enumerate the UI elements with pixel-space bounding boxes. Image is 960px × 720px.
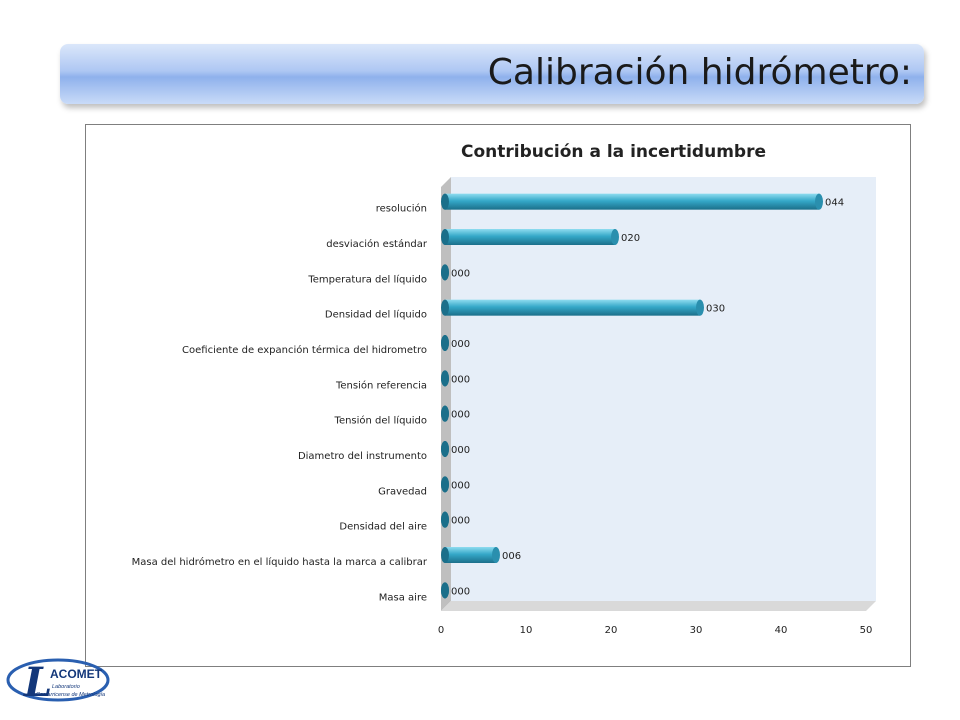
data-label: 000	[451, 445, 470, 456]
data-label: 000	[451, 410, 470, 421]
data-label: 020	[621, 233, 640, 244]
bar-end-cap	[815, 193, 823, 210]
svg-text:Costarricense de Metrología: Costarricense de Metrología	[36, 692, 105, 698]
category-label: Masa del hidrómetro en el líquido hasta …	[132, 556, 428, 568]
plot-side-wall	[441, 177, 451, 611]
x-tick-label: 40	[775, 625, 788, 636]
category-label: Densidad del aire	[339, 522, 427, 533]
slide-title: Calibración hidrómetro:	[487, 52, 912, 93]
category-label: Coeficiente de expanción térmica del hid…	[182, 344, 427, 356]
plot-floor	[441, 601, 876, 611]
data-label: 044	[825, 198, 844, 209]
category-label: Tensión del líquido	[334, 415, 427, 427]
bar-start-cap	[441, 299, 449, 316]
data-label: 000	[451, 516, 470, 527]
data-label: 006	[502, 551, 521, 562]
bar-end-cap	[441, 582, 449, 599]
slide-title-bar: Calibración hidrómetro:	[60, 44, 924, 104]
category-label: resolución	[376, 203, 427, 215]
category-label: Gravedad	[378, 486, 427, 497]
bar-end-cap	[441, 511, 449, 528]
data-label: 000	[451, 339, 470, 350]
lacomet-logo: L ACOMET Laboratorio Costarricense de Me…	[6, 658, 110, 706]
x-tick-label: 50	[860, 625, 873, 636]
x-tick-label: 10	[520, 625, 533, 636]
bar	[445, 299, 700, 316]
bar-end-cap	[441, 476, 449, 493]
data-label: 000	[451, 586, 470, 597]
category-label: Diametro del instrumento	[298, 451, 427, 462]
bar	[445, 547, 496, 563]
data-label: 000	[451, 480, 470, 491]
x-tick-label: 30	[690, 625, 703, 636]
bar-start-cap	[441, 193, 449, 210]
category-label: desviación estándar	[326, 238, 428, 250]
bar	[445, 229, 615, 245]
category-label: Densidad del líquido	[325, 309, 427, 321]
bar-end-cap	[441, 264, 449, 281]
bar	[445, 193, 819, 210]
x-tick-label: 20	[605, 625, 618, 636]
svg-text:ACOMET: ACOMET	[50, 667, 103, 681]
data-label: 030	[706, 304, 725, 315]
category-label: Temperatura del líquido	[307, 273, 427, 285]
bar-end-cap	[441, 335, 449, 351]
bar-end-cap	[441, 441, 449, 457]
chart-title: Contribución a la incertidumbre	[461, 142, 766, 162]
category-label: Tensión referencia	[335, 379, 427, 391]
data-label: 000	[451, 374, 470, 385]
plot-back-wall	[451, 177, 876, 601]
bar-end-cap	[441, 405, 449, 422]
bar-end-cap	[441, 370, 449, 387]
data-label: 000	[451, 268, 470, 279]
uncertainty-bar-chart: Contribución a la incertidumbre 0 10 20 30 40…	[132, 142, 876, 636]
x-tick-label: 0	[438, 625, 444, 636]
bar-start-cap	[441, 547, 449, 563]
chart-frame: Contribución a la incertidumbre 0 10 20 30 40…	[85, 124, 911, 667]
category-label: Masa aire	[379, 592, 427, 603]
bar-end-cap	[696, 299, 704, 316]
bar-start-cap	[441, 229, 449, 245]
svg-text:L: L	[23, 659, 52, 706]
bar-end-cap	[611, 229, 619, 245]
svg-text:Laboratorio: Laboratorio	[52, 684, 80, 690]
bar-end-cap	[492, 547, 500, 563]
